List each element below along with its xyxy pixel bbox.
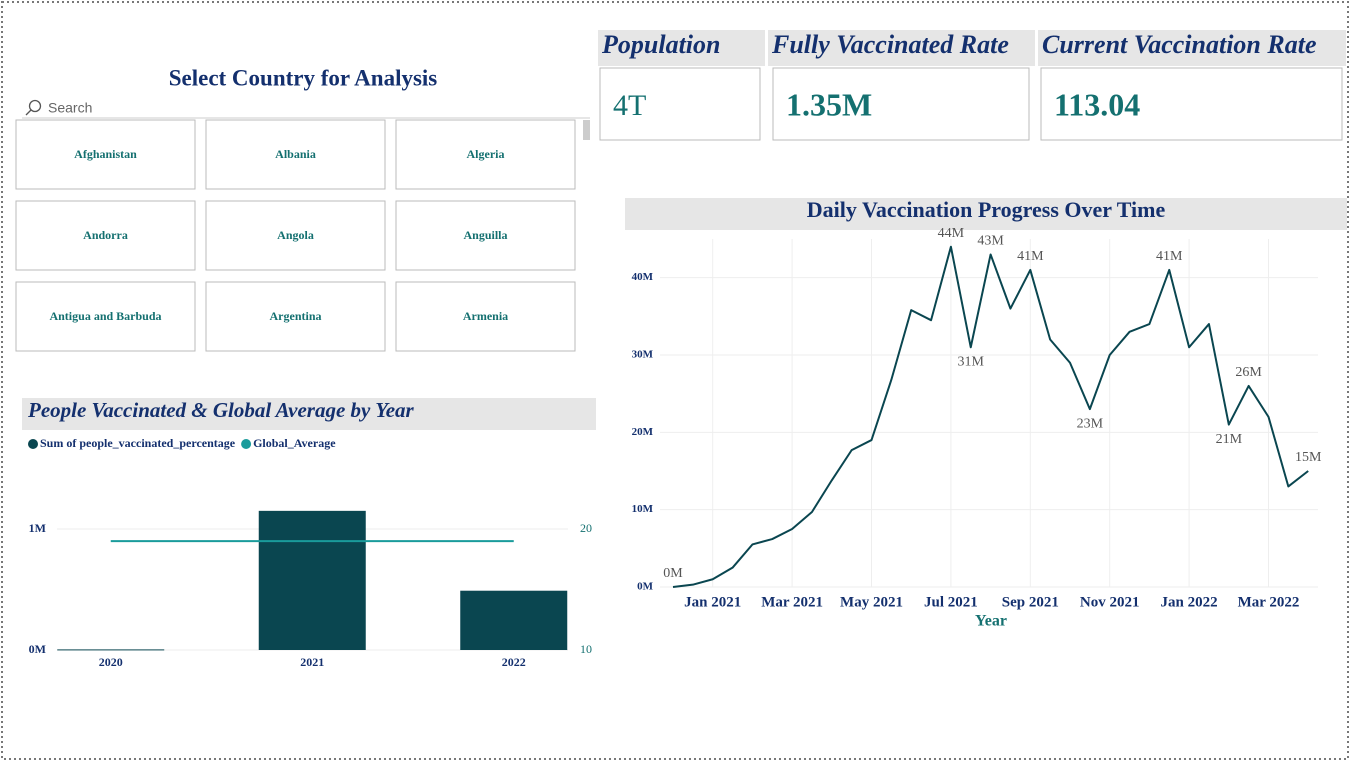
country-label[interactable]: Armenia	[463, 309, 508, 323]
country-label[interactable]: Anguilla	[463, 228, 507, 242]
x-tick-label: Mar 2022	[1238, 594, 1300, 610]
card-value: 1.35M	[786, 86, 872, 122]
country-label[interactable]: Angola	[277, 228, 314, 242]
x-tick-label: Jan 2021	[684, 594, 741, 610]
data-label: 26M	[1235, 365, 1262, 380]
search-placeholder[interactable]: Search	[48, 100, 92, 116]
data-label: 41M	[1017, 249, 1044, 264]
country-button[interactable]	[15, 119, 196, 190]
card-label: Population	[601, 30, 720, 59]
country-button[interactable]	[205, 281, 386, 352]
x-tick-label: Sep 2021	[1002, 594, 1059, 610]
card-header	[768, 30, 1035, 66]
country-button[interactable]	[205, 200, 386, 271]
chart-title: People Vaccinated & Global Average by Ye…	[27, 398, 415, 422]
x-tick-label: Jul 2021	[924, 594, 978, 610]
title-bar	[22, 398, 596, 430]
scrollbar[interactable]	[583, 120, 590, 140]
card-label: Fully Vaccinated Rate	[771, 30, 1009, 59]
data-label: 43M	[977, 234, 1004, 249]
card-box	[599, 67, 761, 141]
line	[672, 245, 1309, 588]
legend-marker	[241, 439, 252, 449]
card-box	[772, 67, 1030, 141]
data-label: 23M	[1077, 416, 1104, 431]
bar	[460, 590, 568, 650]
y-tick-label: 0M	[29, 642, 46, 656]
slicer-title: Select Country for Analysis	[169, 65, 438, 90]
chart-title: Daily Vaccination Progress Over Time	[807, 197, 1166, 222]
country-button[interactable]	[395, 200, 576, 271]
country-button[interactable]	[15, 200, 196, 271]
card-box	[1040, 67, 1343, 141]
y2-tick-label: 20	[580, 521, 592, 535]
data-label: 15M	[1295, 450, 1322, 465]
y-tick-label: 30M	[632, 349, 654, 361]
country-button[interactable]	[395, 281, 576, 352]
card-value: 4T	[613, 89, 646, 122]
card-header	[1038, 30, 1346, 66]
y-tick-label: 0M	[637, 581, 654, 593]
country-label[interactable]: Albania	[275, 147, 316, 161]
search-icon	[25, 109, 32, 116]
search-icon	[28, 99, 42, 113]
legend-label: Sum of people_vaccinated_percentage	[40, 436, 236, 450]
data-label: 41M	[1156, 249, 1183, 264]
country-button[interactable]	[395, 119, 576, 190]
y-tick-label: 20M	[632, 426, 654, 438]
data-label: 21M	[1216, 432, 1243, 447]
card-value: 113.04	[1054, 86, 1140, 122]
country-label[interactable]: Antigua and Barbuda	[49, 309, 161, 323]
data-label: 0M	[663, 566, 683, 581]
country-label[interactable]: Andorra	[83, 228, 128, 242]
y-tick-label: 40M	[632, 271, 654, 283]
data-label: 31M	[958, 354, 985, 369]
x-tick-label: 2021	[300, 655, 324, 669]
card-header	[598, 30, 765, 66]
card-label: Current Vaccination Rate	[1042, 30, 1317, 59]
x-tick-label: Mar 2021	[761, 594, 823, 610]
country-label[interactable]: Afghanistan	[74, 147, 137, 161]
y2-tick-label: 10	[580, 642, 592, 656]
country-button[interactable]	[15, 281, 196, 352]
y-tick-label: 1M	[29, 521, 46, 535]
x-axis-title: Year	[975, 613, 1007, 630]
x-tick-label: Nov 2021	[1080, 594, 1140, 610]
x-tick-label: May 2021	[840, 594, 903, 610]
bar	[258, 510, 366, 650]
country-label[interactable]: Argentina	[270, 309, 322, 323]
legend-label: Global_Average	[253, 436, 336, 450]
country-button[interactable]	[205, 119, 386, 190]
data-label: 44M	[938, 226, 965, 241]
title-bar	[625, 198, 1347, 230]
x-tick-label: 2022	[502, 655, 526, 669]
x-tick-label: Jan 2022	[1161, 594, 1218, 610]
y-tick-label: 10M	[632, 503, 654, 515]
x-tick-label: 2020	[99, 655, 123, 669]
country-label[interactable]: Algeria	[467, 147, 505, 161]
legend-marker	[28, 439, 38, 449]
bar	[57, 649, 165, 651]
